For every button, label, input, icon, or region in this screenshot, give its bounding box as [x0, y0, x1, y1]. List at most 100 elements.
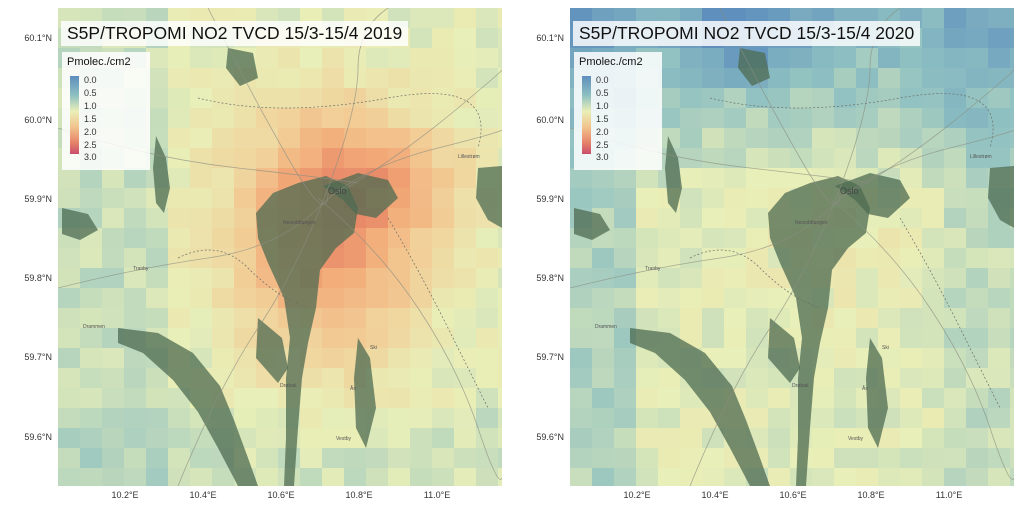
no2-grid-cell: [592, 368, 615, 389]
no2-grid-cell: [410, 88, 433, 109]
no2-grid-cell: [702, 188, 725, 209]
no2-grid-cell: [1010, 108, 1014, 129]
legend-label: 2.0: [84, 127, 97, 137]
no2-grid-cell: [146, 268, 169, 289]
no2-grid-cell: [190, 148, 213, 169]
no2-grid-cell: [614, 448, 637, 469]
no2-grid-cell: [790, 148, 813, 169]
no2-grid-cell: [834, 268, 857, 289]
no2-grid-cell: [212, 288, 235, 309]
no2-grid-cell: [476, 148, 499, 169]
no2-grid-cell: [366, 308, 389, 329]
no2-grid-cell: [168, 208, 191, 229]
no2-grid-cell: [658, 108, 681, 129]
no2-grid-cell: [922, 328, 945, 349]
no2-grid-cell: [856, 288, 879, 309]
no2-grid-cell: [498, 288, 502, 309]
no2-grid-cell: [812, 408, 835, 429]
no2-grid-cell: [410, 48, 433, 69]
no2-grid-cell: [234, 88, 257, 109]
no2-grid-cell: [410, 368, 433, 389]
no2-grid-cell: [724, 188, 747, 209]
no2-grid-cell: [190, 328, 213, 349]
no2-grid-cell: [146, 128, 169, 149]
no2-grid-cell: [834, 468, 857, 486]
no2-grid-cell: [322, 128, 345, 149]
no2-grid-cell: [922, 288, 945, 309]
no2-grid-cell: [636, 228, 659, 249]
no2-grid-cell: [592, 348, 615, 369]
no2-grid-cell: [944, 128, 967, 149]
no2-grid-cell: [878, 268, 901, 289]
no2-grid-cell: [102, 388, 125, 409]
no2-grid-cell: [724, 208, 747, 229]
no2-grid-cell: [746, 228, 769, 249]
no2-grid-cell: [592, 388, 615, 409]
no2-grid-cell: [454, 268, 477, 289]
no2-grid-cell: [966, 168, 989, 189]
no2-grid-cell: [454, 188, 477, 209]
no2-grid-cell: [680, 288, 703, 309]
no2-grid-cell: [58, 188, 81, 209]
no2-grid-cell: [366, 468, 389, 486]
no2-grid-cell: [366, 108, 389, 129]
no2-grid-cell: [614, 388, 637, 409]
no2-grid-cell: [1010, 308, 1014, 329]
no2-grid-cell: [988, 68, 1011, 89]
no2-grid-cell: [702, 168, 725, 189]
no2-grid-cell: [300, 468, 323, 486]
no2-grid-cell: [168, 408, 191, 429]
no2-grid-cell: [454, 308, 477, 329]
no2-grid-cell: [322, 268, 345, 289]
no2-grid-cell: [614, 368, 637, 389]
no2-grid-cell: [234, 188, 257, 209]
no2-grid-cell: [944, 308, 967, 329]
no2-grid-cell: [432, 128, 455, 149]
no2-grid-cell: [58, 448, 81, 469]
no2-grid-cell: [388, 328, 411, 349]
no2-grid-cell: [102, 408, 125, 429]
place-label: Drøbak: [792, 383, 809, 389]
no2-grid-cell: [702, 248, 725, 269]
y-tick: 59.7°N: [536, 352, 564, 362]
no2-grid-cell: [768, 68, 791, 89]
no2-grid-cell: [570, 308, 593, 329]
no2-grid-cell: [944, 408, 967, 429]
no2-grid-cell: [768, 48, 791, 69]
no2-grid-cell: [922, 468, 945, 486]
no2-grid-cell: [498, 148, 502, 169]
place-label: Vestby: [336, 436, 352, 442]
no2-grid-cell: [410, 28, 433, 49]
no2-grid-cell: [1010, 408, 1014, 429]
no2-grid-cell: [834, 348, 857, 369]
no2-grid-cell: [900, 268, 923, 289]
no2-grid-cell: [834, 448, 857, 469]
no2-grid-cell: [168, 188, 191, 209]
no2-grid-cell: [856, 268, 879, 289]
no2-grid-cell: [724, 288, 747, 309]
no2-grid-cell: [966, 188, 989, 209]
no2-grid-cell: [146, 388, 169, 409]
no2-grid-cell: [322, 368, 345, 389]
no2-grid-cell: [878, 448, 901, 469]
no2-grid-cell: [922, 268, 945, 289]
no2-grid-cell: [680, 128, 703, 149]
no2-grid-cell: [988, 148, 1011, 169]
no2-grid-cell: [498, 108, 502, 129]
no2-grid-cell: [570, 428, 593, 449]
no2-grid-cell: [80, 168, 103, 189]
no2-grid-cell: [498, 268, 502, 289]
no2-grid-cell: [168, 168, 191, 189]
no2-grid-cell: [366, 448, 389, 469]
no2-grid-cell: [680, 408, 703, 429]
no2-grid-cell: [922, 448, 945, 469]
no2-grid-cell: [212, 68, 235, 89]
no2-grid-cell: [812, 108, 835, 129]
place-label: Lillestrøm: [458, 154, 480, 160]
x-tick: 10.8°E: [857, 490, 885, 500]
no2-grid-cell: [966, 208, 989, 229]
no2-grid-cell: [768, 148, 791, 169]
no2-grid-cell: [102, 448, 125, 469]
no2-grid-cell: [570, 188, 593, 209]
no2-grid-cell: [344, 448, 367, 469]
